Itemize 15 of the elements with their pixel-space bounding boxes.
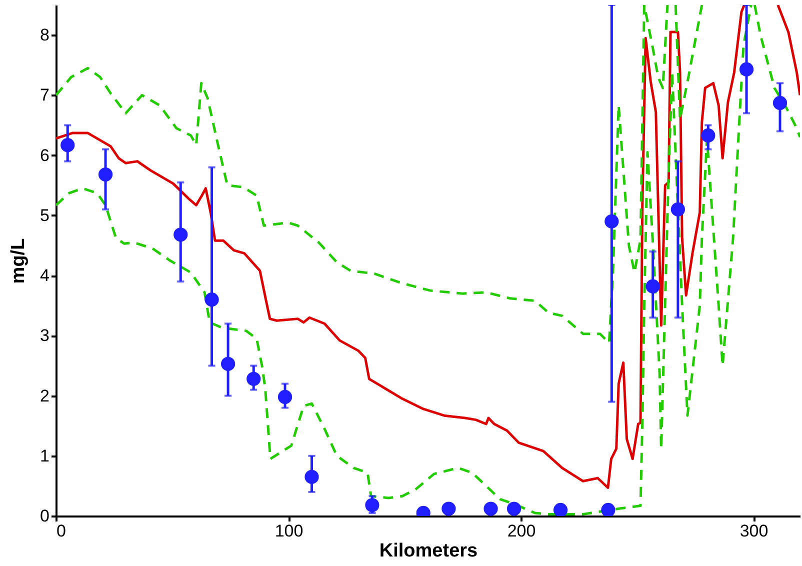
y-tick-label: 3: [40, 326, 50, 346]
y-tick-label: 6: [40, 146, 50, 165]
y-tick-label: 8: [40, 26, 50, 45]
y-axis-title: mg/L: [8, 238, 30, 284]
x-tick-label: 300: [740, 522, 768, 540]
x-axis-title: Kilometers: [379, 540, 478, 562]
y-tick-label: 4: [40, 266, 50, 286]
y-tick-label: 1: [40, 446, 50, 466]
y-tick-label: 7: [40, 86, 50, 105]
y-tick-label: 5: [40, 206, 50, 225]
x-tick-label: 0: [56, 522, 66, 540]
x-tick-label: 200: [507, 522, 536, 540]
x-tick-label: 100: [274, 522, 304, 540]
y-tick-label: 2: [40, 386, 50, 406]
y-tick-label: 0: [40, 506, 50, 526]
